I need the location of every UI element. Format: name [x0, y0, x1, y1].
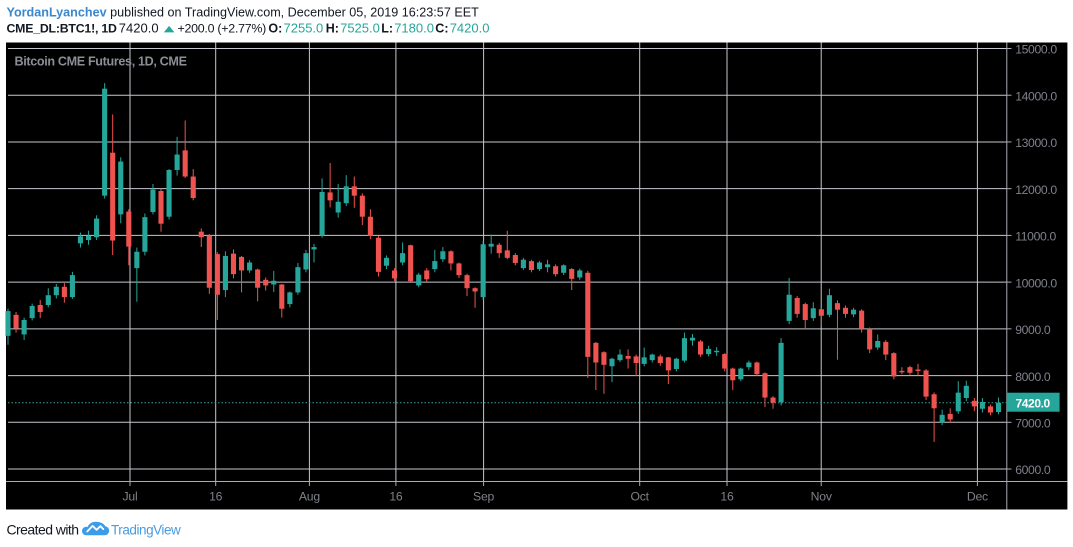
svg-text:15000.0: 15000.0 — [1015, 43, 1057, 57]
svg-text:13000.0: 13000.0 — [1015, 136, 1057, 150]
svg-text:Bitcoin CME Futures, 1D, CME: Bitcoin CME Futures, 1D, CME — [15, 54, 187, 68]
svg-text:Created with: Created with — [7, 521, 79, 537]
svg-text:16: 16 — [389, 490, 403, 504]
svg-text:8000.0: 8000.0 — [1015, 370, 1051, 384]
svg-text:9000.0: 9000.0 — [1015, 323, 1051, 337]
svg-text:TradingView: TradingView — [111, 522, 181, 537]
svg-text:Aug: Aug — [299, 490, 320, 504]
svg-text:12000.0: 12000.0 — [1015, 183, 1057, 197]
svg-text:16: 16 — [720, 490, 734, 504]
svg-text:Dec: Dec — [967, 490, 988, 504]
svg-text:C:: C: — [435, 22, 448, 36]
svg-text:O:: O: — [268, 22, 282, 36]
svg-text:7000.0: 7000.0 — [1015, 417, 1051, 431]
svg-text:7420.0: 7420.0 — [450, 21, 490, 36]
svg-text:6000.0: 6000.0 — [1015, 463, 1051, 477]
svg-text:+200.0 (+2.77%): +200.0 (+2.77%) — [178, 22, 267, 36]
svg-text:CME_DL:BTC1!, 1D: CME_DL:BTC1!, 1D — [7, 22, 118, 36]
svg-text:Nov: Nov — [811, 490, 833, 504]
svg-text:7255.0: 7255.0 — [284, 21, 324, 36]
svg-text:14000.0: 14000.0 — [1015, 89, 1057, 103]
svg-text:11000.0: 11000.0 — [1015, 230, 1056, 244]
svg-text:7525.0: 7525.0 — [340, 21, 380, 36]
svg-text:7180.0: 7180.0 — [394, 21, 434, 36]
svg-text:16: 16 — [209, 490, 223, 504]
svg-text:YordanLyanchev published on Tr: YordanLyanchev published on TradingView.… — [7, 5, 480, 19]
svg-text:L:: L: — [381, 22, 393, 36]
svg-text:H:: H: — [326, 22, 339, 36]
svg-text:Sep: Sep — [473, 490, 495, 504]
svg-text:10000.0: 10000.0 — [1015, 276, 1057, 290]
svg-text:Jul: Jul — [123, 490, 138, 504]
svg-text:7420.0: 7420.0 — [119, 21, 159, 36]
svg-text:7420.0: 7420.0 — [1016, 396, 1051, 410]
svg-text:Oct: Oct — [631, 490, 650, 504]
